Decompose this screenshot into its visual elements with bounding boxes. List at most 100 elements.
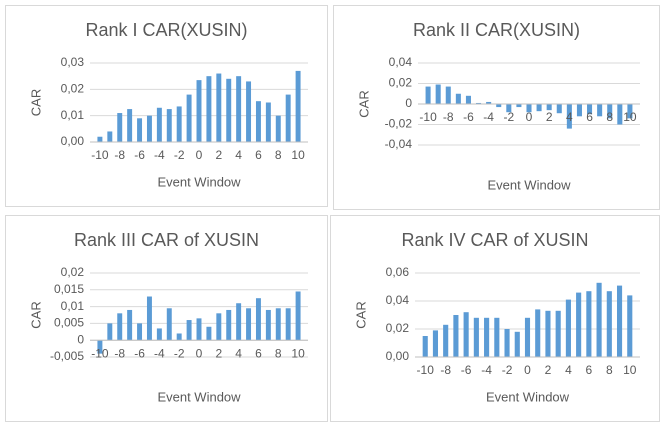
y-tick-label: 0,02 bbox=[61, 82, 85, 96]
bar bbox=[616, 285, 623, 357]
bar bbox=[587, 104, 593, 115]
chart-panel: Rank I CAR(XUSIN) 0,00 0,01 0,02 0,03 -10 -8 -6… bbox=[5, 5, 328, 207]
bar bbox=[186, 94, 192, 142]
x-tick-label: 0 bbox=[196, 148, 203, 162]
bar bbox=[496, 104, 502, 108]
bar bbox=[435, 84, 441, 104]
bar bbox=[246, 308, 252, 341]
bar bbox=[146, 296, 152, 341]
bar bbox=[627, 104, 633, 119]
x-tick-label: 10 bbox=[291, 148, 305, 162]
y-tick-label: 0,04 bbox=[389, 55, 413, 69]
x-tick-label: -8 bbox=[114, 346, 125, 360]
bar bbox=[285, 94, 291, 142]
bar bbox=[206, 76, 212, 142]
bar bbox=[606, 291, 612, 357]
bar bbox=[463, 312, 469, 357]
x-tick-label: 8 bbox=[606, 110, 613, 124]
bar bbox=[546, 104, 552, 111]
bar bbox=[473, 317, 479, 357]
bar bbox=[146, 115, 152, 142]
x-tick-label: -6 bbox=[463, 110, 474, 124]
y-axis-title: CAR bbox=[356, 90, 371, 117]
bar bbox=[156, 328, 162, 341]
x-tick-label: -8 bbox=[440, 363, 451, 377]
y-tick-label: 0,02 bbox=[61, 265, 85, 279]
bar bbox=[425, 86, 431, 104]
chart-panel: Rank IV CAR of XUSIN0,000,020,040,06-10-… bbox=[330, 215, 660, 422]
x-tick-label: -2 bbox=[503, 110, 514, 124]
x-tick-label: -2 bbox=[502, 363, 513, 377]
bar bbox=[216, 73, 222, 142]
bar bbox=[176, 106, 182, 142]
x-tick-label: -10 bbox=[419, 110, 437, 124]
bar bbox=[545, 310, 551, 357]
bar bbox=[494, 317, 500, 357]
x-axis-title: Event Window bbox=[486, 389, 570, 404]
bar bbox=[514, 331, 520, 357]
bar bbox=[255, 101, 261, 142]
bar bbox=[506, 104, 512, 113]
y-tick-label: 0 bbox=[405, 96, 412, 110]
y-tick-label: -0,02 bbox=[385, 117, 413, 131]
x-tick-label: 8 bbox=[275, 148, 282, 162]
bar bbox=[627, 295, 633, 357]
bar bbox=[137, 323, 143, 341]
bar bbox=[206, 326, 212, 341]
bar bbox=[524, 317, 531, 357]
bar bbox=[156, 107, 162, 142]
bar bbox=[536, 104, 542, 112]
y-tick-label: 0,01 bbox=[61, 108, 85, 122]
x-tick-label: -8 bbox=[443, 110, 454, 124]
bar bbox=[186, 320, 192, 341]
bar bbox=[576, 292, 582, 357]
bar bbox=[107, 323, 113, 341]
bar bbox=[455, 93, 461, 104]
y-tick-label: 0,015 bbox=[54, 282, 84, 296]
bar bbox=[295, 291, 301, 341]
bar bbox=[285, 308, 291, 341]
x-tick-label: -10 bbox=[91, 148, 109, 162]
bar bbox=[275, 308, 281, 341]
y-axis-title: CAR bbox=[28, 301, 43, 328]
bar bbox=[166, 308, 172, 341]
x-tick-label: -4 bbox=[154, 148, 165, 162]
bar bbox=[107, 131, 113, 142]
x-tick-label: -10 bbox=[91, 346, 109, 360]
bar bbox=[422, 336, 428, 357]
bar bbox=[565, 299, 571, 357]
x-tick-label: 0 bbox=[526, 110, 533, 124]
x-tick-label: 6 bbox=[586, 110, 593, 124]
y-tick-label: 0,02 bbox=[386, 321, 410, 335]
bar bbox=[443, 324, 449, 357]
y-tick-label: 0,04 bbox=[386, 293, 410, 307]
y-tick-label: -0,005 bbox=[50, 349, 84, 363]
x-tick-label: 6 bbox=[255, 148, 262, 162]
bar bbox=[97, 136, 103, 142]
x-tick-label: -2 bbox=[174, 148, 185, 162]
x-tick-label: -6 bbox=[461, 363, 472, 377]
y-tick-label: 0,00 bbox=[386, 349, 410, 363]
y-axis-title: CAR bbox=[353, 301, 368, 328]
bar bbox=[576, 104, 582, 117]
bar bbox=[236, 76, 242, 142]
y-tick-label: 0,02 bbox=[389, 76, 413, 90]
x-axis-title: Event Window bbox=[157, 174, 241, 189]
y-tick-label: 0,00 bbox=[61, 134, 85, 148]
y-tick-label: -0,04 bbox=[385, 137, 413, 151]
bar bbox=[265, 309, 271, 341]
chart-title: Rank IV CAR of XUSIN bbox=[401, 230, 588, 250]
x-tick-label: -4 bbox=[154, 346, 165, 360]
bar bbox=[535, 309, 541, 357]
chart-title: Rank II CAR(XUSIN) bbox=[413, 20, 580, 40]
bar bbox=[265, 102, 271, 142]
x-tick-label: 10 bbox=[623, 110, 637, 124]
bar bbox=[465, 95, 471, 104]
x-tick-label: 6 bbox=[255, 346, 262, 360]
x-tick-label: 4 bbox=[565, 363, 572, 377]
x-tick-label: 4 bbox=[235, 346, 242, 360]
bar bbox=[117, 113, 123, 142]
panel-border bbox=[5, 5, 328, 207]
x-tick-label: 0 bbox=[196, 346, 203, 360]
panel-border bbox=[5, 215, 328, 422]
